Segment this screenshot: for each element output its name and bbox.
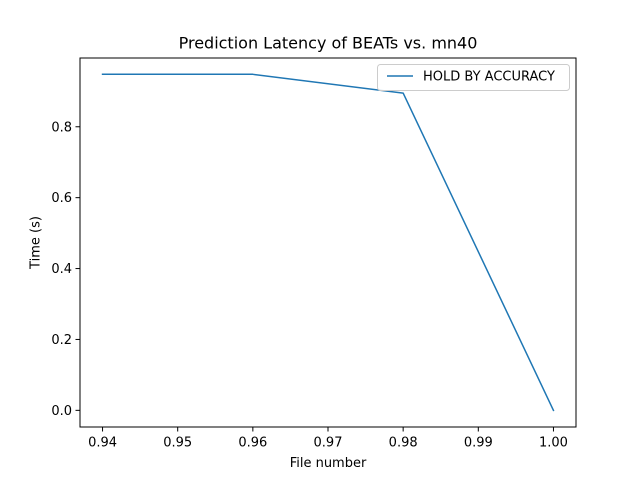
x-tick-label: 0.96 <box>238 436 267 451</box>
x-tick-label: 0.97 <box>314 436 343 451</box>
x-tick-label: 0.94 <box>88 436 117 451</box>
x-axis-ticks: 0.94 0.95 0.96 0.97 0.98 0.99 1.00 <box>88 427 568 451</box>
series-line-hold-by-accuracy <box>101 73 555 412</box>
y-tick-label: 0.0 <box>51 404 72 419</box>
x-tick-label: 0.95 <box>163 436 192 451</box>
x-tick-label: 0.99 <box>464 436 493 451</box>
x-axis-label: File number <box>290 456 367 471</box>
y-tick-label: 0.2 <box>51 333 72 348</box>
legend-box <box>377 64 570 91</box>
x-tick-label: 0.98 <box>389 436 418 451</box>
y-axis-label: Time (s) <box>29 216 44 270</box>
plot-frame <box>79 57 577 428</box>
series-layer <box>101 73 555 412</box>
legend-label-hold-by-accuracy: HOLD BY ACCURACY <box>423 70 555 85</box>
y-tick-label: 0.6 <box>51 191 72 206</box>
x-tick-label: 1.00 <box>539 436 568 451</box>
y-tick-label: 0.8 <box>51 120 72 135</box>
legend: HOLD BY ACCURACY <box>377 64 570 91</box>
y-axis-ticks: 0.0 0.2 0.4 0.6 0.8 <box>51 120 80 419</box>
chart-title: Prediction Latency of BEATs vs. mn40 <box>179 34 478 53</box>
plot-area <box>80 58 576 427</box>
y-tick-label: 0.4 <box>51 262 72 277</box>
